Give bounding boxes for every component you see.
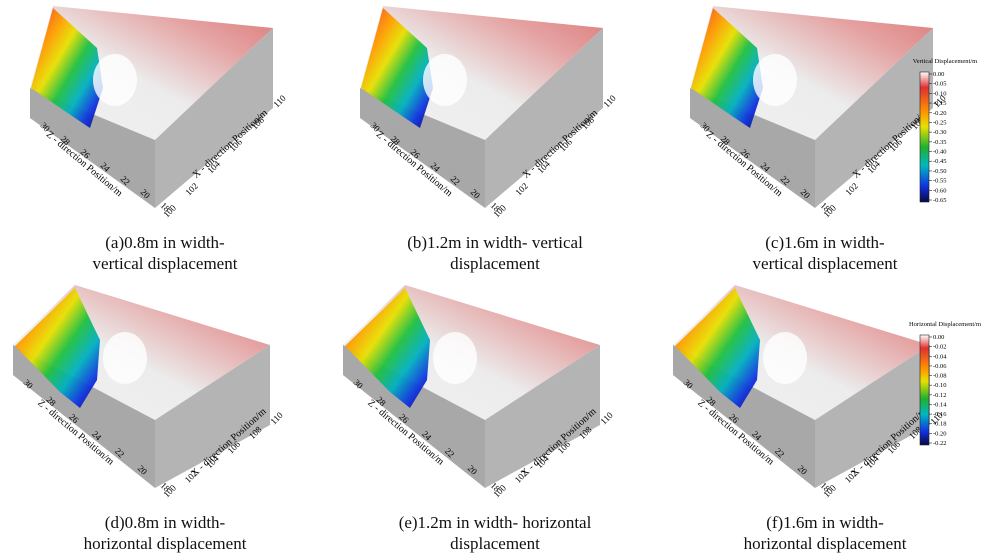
x-tick-label: 110: [601, 93, 618, 110]
colorbar-tick-label: -0.10: [933, 382, 947, 389]
colorbar-tick-label: -0.25: [933, 119, 947, 126]
colorbar-tick-label: -0.04: [933, 353, 947, 360]
caption: (c)1.6m in width-vertical displacement: [675, 232, 975, 274]
colorbar-gradient: [920, 335, 929, 445]
colorbar-tick-label: 0.00: [933, 71, 944, 78]
caption-line: vertical displacement: [675, 253, 975, 274]
caption-line: (e)1.2m in width- horizontal: [345, 512, 645, 533]
colorbar-tick-label: -0.14: [933, 401, 947, 408]
colorbar-tick-label: -0.65: [933, 197, 947, 204]
caption-line: displacement: [345, 533, 645, 554]
colorbar-tick-label: 0.00: [933, 334, 944, 341]
colorbar: Horizontal Displacement/m 0.00 -0.02 -0.04 -…: [903, 318, 988, 478]
caption-line: (f)1.6m in width-: [675, 512, 975, 533]
x-tick-label: 110: [268, 410, 285, 427]
colorbar-tick-label: -0.35: [933, 139, 947, 146]
colorbar-tick-label: -0.55: [933, 178, 947, 185]
figure: 30282624222018Z - direction Position/m10…: [0, 0, 990, 559]
x-tick-label: 110: [271, 93, 288, 110]
colorbar-tick-label: -0.05: [933, 81, 947, 88]
x-tick-label: 102: [183, 181, 200, 198]
bulge: [423, 54, 467, 106]
colorbar-tick-label: -0.20: [933, 110, 947, 117]
colorbar-tick-label: -0.18: [933, 421, 947, 428]
colorbar-tick-label: -0.12: [933, 392, 947, 399]
colorbar-tick-label: -0.22: [933, 440, 947, 447]
colorbar-tick-label: -0.15: [933, 100, 947, 107]
colorbar-title: Vertical Displacement/m: [913, 58, 977, 65]
colorbar-tick-label: -0.16: [933, 411, 947, 418]
colorbar-tick-label: -0.60: [933, 187, 947, 194]
caption: (f)1.6m in width-horizontal displacement: [675, 512, 975, 554]
colorbar-tick-label: -0.45: [933, 158, 947, 165]
colorbar-tick-label: -0.30: [933, 129, 947, 136]
colorbar-tick-label: -0.10: [933, 90, 947, 97]
bulge: [753, 54, 797, 106]
caption: (a)0.8m in width-vertical displacement: [15, 232, 315, 274]
bulge: [433, 332, 477, 384]
x-tick-label: 102: [843, 181, 860, 198]
bulge: [763, 332, 807, 384]
colorbar-tick-label: -0.02: [933, 344, 947, 351]
caption-line: vertical displacement: [15, 253, 315, 274]
colorbar-tick-label: -0.20: [933, 430, 947, 437]
colorbar-gradient: [920, 72, 929, 202]
colorbar-tick-label: -0.06: [933, 363, 947, 370]
x-tick-label: 110: [598, 410, 615, 427]
caption-line: (c)1.6m in width-: [675, 232, 975, 253]
caption-line: (d)0.8m in width-: [15, 512, 315, 533]
colorbar-tick-label: -0.50: [933, 168, 947, 175]
caption: (d)0.8m in width-horizontal displacement: [15, 512, 315, 554]
colorbar: Vertical Displacement/m 0.00 -0.05 -0.10 -0.…: [903, 55, 988, 215]
caption-line: (a)0.8m in width-: [15, 232, 315, 253]
x-tick-label: 102: [513, 181, 530, 198]
colorbar-title: Horizontal Displacement/m: [909, 321, 981, 328]
colorbar-tick-label: -0.08: [933, 373, 947, 380]
bulge: [93, 54, 137, 106]
caption-line: (b)1.2m in width- vertical: [345, 232, 645, 253]
caption-line: horizontal displacement: [675, 533, 975, 554]
caption-line: horizontal displacement: [15, 533, 315, 554]
bulge: [103, 332, 147, 384]
caption-line: displacement: [345, 253, 645, 274]
colorbar-tick-label: -0.40: [933, 149, 947, 156]
